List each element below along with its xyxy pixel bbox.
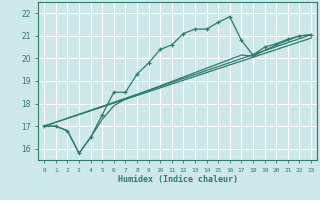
- X-axis label: Humidex (Indice chaleur): Humidex (Indice chaleur): [118, 175, 238, 184]
